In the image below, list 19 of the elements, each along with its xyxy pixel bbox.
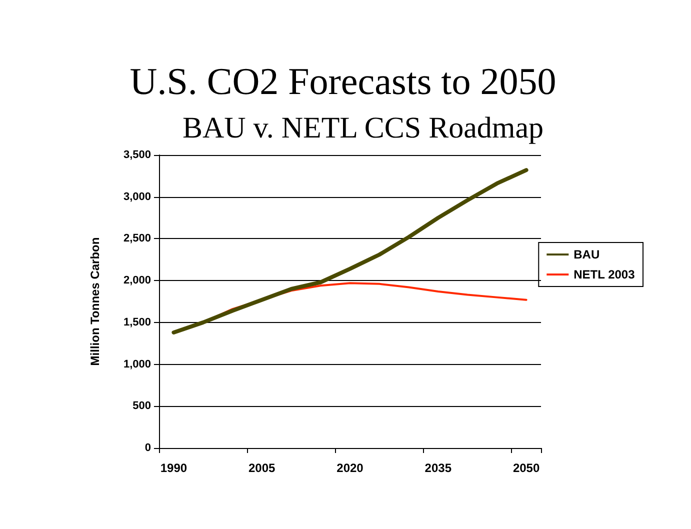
y-axis-title: Million Tonnes Carbon (88, 237, 102, 366)
chart-title: U.S. CO2 Forecasts to 2050 (130, 61, 556, 103)
legend-label: BAU (574, 248, 600, 262)
y-tick-label: 2,000 (123, 274, 151, 287)
x-tick-label: 2035 (424, 461, 452, 475)
line-series (172, 168, 528, 334)
x-tick-label: 1990 (160, 461, 188, 475)
y-tick-label: 1,500 (123, 316, 151, 328)
y-tick-label: 3,000 (123, 190, 151, 203)
y-tick-label: 2,500 (123, 232, 151, 245)
y-tick-label: 0 (144, 442, 151, 454)
y-tick-label: 1,000 (123, 358, 151, 370)
legend-label: NETL 2003 (574, 268, 636, 282)
y-tick-label: 500 (132, 400, 151, 412)
x-tick-label: 2050 (512, 461, 540, 475)
x-tick-label: 2005 (248, 461, 276, 475)
y-tick-label: 3,500 (123, 149, 151, 161)
chart-subtitle: BAU v. NETL CCS Roadmap (182, 112, 544, 144)
x-tick-label: 2020 (336, 461, 364, 475)
